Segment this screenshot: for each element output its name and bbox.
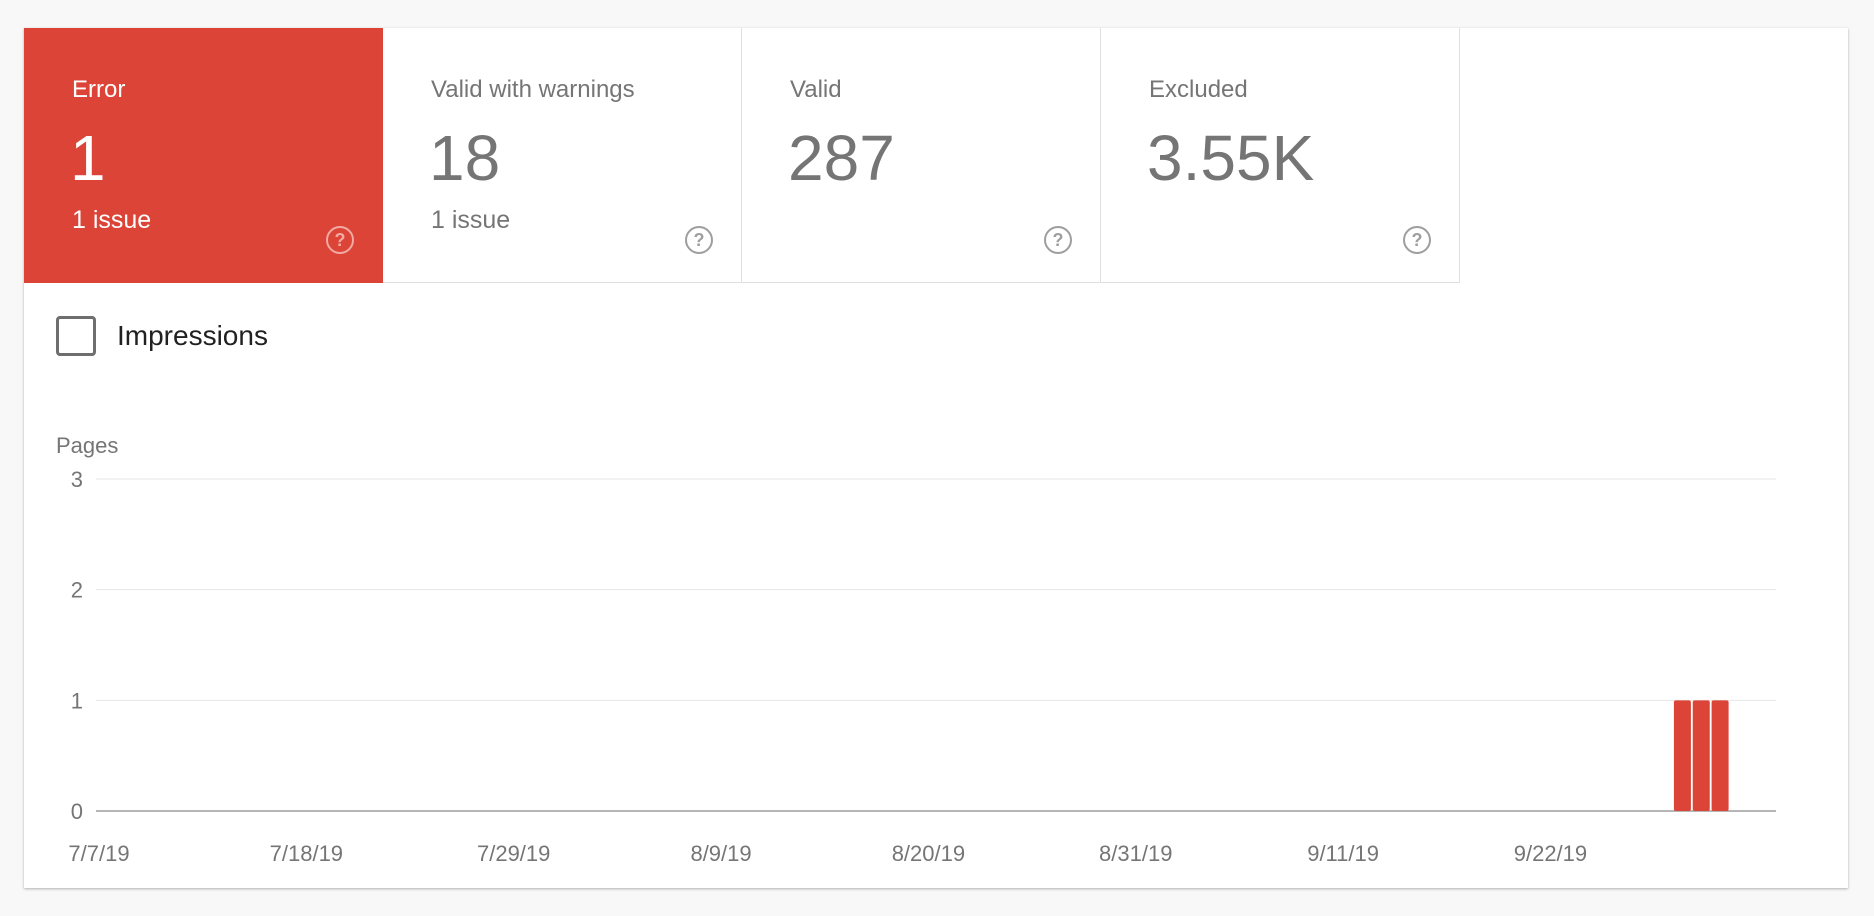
- help-icon[interactable]: ?: [685, 226, 713, 254]
- tile-sub: 1 issue: [72, 206, 152, 234]
- tile-sub: 1 issue: [431, 206, 511, 234]
- tile-value: 1: [70, 122, 106, 194]
- tile-valid-with-warnings[interactable]: Valid with warnings 18 1 issue ?: [383, 28, 742, 283]
- help-icon[interactable]: ?: [1044, 226, 1072, 254]
- tile-error[interactable]: Error 1 1 issue ?: [24, 28, 383, 283]
- bar: [1673, 700, 1691, 811]
- tile-label: Valid: [790, 76, 842, 103]
- y-axis-title: Pages: [56, 433, 118, 458]
- tile-label: Valid with warnings: [431, 76, 635, 103]
- tile-valid[interactable]: Valid 287 ?: [742, 28, 1101, 283]
- y-tick-label: 1: [71, 688, 83, 713]
- x-tick-label: 7/7/19: [68, 841, 129, 866]
- x-tick-label: 8/20/19: [892, 841, 965, 866]
- x-tick-label: 7/29/19: [477, 841, 550, 866]
- bar: [1692, 700, 1710, 811]
- bar: [1711, 700, 1729, 811]
- tile-value: 18: [429, 122, 501, 194]
- help-icon[interactable]: ?: [1403, 226, 1431, 254]
- index-coverage-card: Error 1 1 issue ? Valid with warnings 18…: [24, 28, 1848, 888]
- tile-excluded[interactable]: Excluded 3.55K ?: [1101, 28, 1460, 283]
- impressions-toggle[interactable]: Impressions: [56, 316, 268, 356]
- y-tick-label: 2: [71, 578, 83, 603]
- tile-label: Error: [72, 76, 126, 103]
- y-tick-label: 3: [71, 467, 83, 492]
- pages-chart: Pages 0 1 2 3 7/7/19 7/18/19 7/29/19 8/9/19 8/20/…: [56, 433, 1776, 866]
- x-tick-label: 9/22/19: [1514, 841, 1587, 866]
- tile-value: 3.55K: [1147, 122, 1315, 194]
- x-tick-label: 8/31/19: [1099, 841, 1172, 866]
- help-icon[interactable]: ?: [326, 226, 354, 254]
- impressions-label: Impressions: [117, 320, 268, 351]
- x-tick-label: 9/11/19: [1307, 841, 1379, 866]
- x-tick-label: 7/18/19: [270, 841, 343, 866]
- tile-value: 287: [788, 122, 895, 194]
- x-tick-label: 8/9/19: [690, 841, 751, 866]
- y-tick-label: 0: [71, 799, 83, 824]
- status-tiles: Error 1 1 issue ? Valid with warnings 18…: [24, 28, 1460, 284]
- tile-label: Excluded: [1149, 76, 1248, 103]
- impressions-checkbox[interactable]: [56, 316, 96, 356]
